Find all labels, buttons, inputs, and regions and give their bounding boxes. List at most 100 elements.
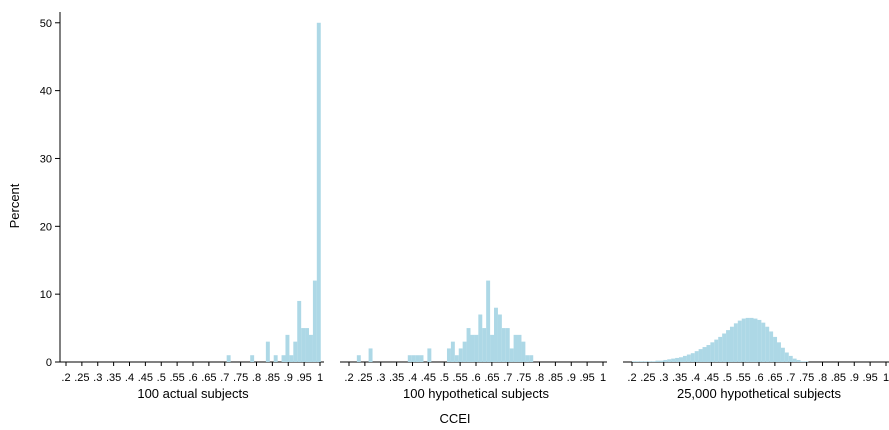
x-tick-label: .65: [201, 372, 216, 384]
histogram-bar: [777, 342, 781, 362]
histogram-bar: [273, 355, 278, 362]
x-tick-label: .35: [389, 372, 404, 384]
histogram-bar: [513, 334, 518, 362]
x-tick-label: .45: [421, 372, 436, 384]
histogram-bar: [308, 334, 313, 362]
x-tick-label: .65: [484, 372, 499, 384]
x-tick-label: .5: [723, 372, 732, 384]
histogram-bar: [635, 361, 640, 362]
x-tick-label: .4: [125, 372, 134, 384]
histogram-bar: [525, 355, 530, 362]
histogram-bar: [800, 361, 805, 362]
histogram-bar: [741, 318, 746, 362]
histogram-bar: [796, 359, 801, 362]
histogram-bar: [639, 361, 644, 362]
histogram-bar: [368, 348, 373, 362]
histogram-bar: [458, 348, 463, 362]
x-tick-label: .8: [818, 372, 827, 384]
histogram-bar: [454, 355, 459, 362]
histogram-bar: [647, 361, 652, 362]
histogram-bar: [462, 341, 467, 362]
histogram-bar: [517, 334, 522, 362]
x-tick-label: .65: [767, 372, 782, 384]
histogram-bar: [753, 318, 758, 362]
histogram-bar: [305, 328, 310, 362]
histogram-bar: [490, 334, 495, 362]
histogram-bar: [316, 22, 321, 363]
x-tick-label: .35: [672, 372, 687, 384]
histogram-bar: [478, 314, 483, 362]
x-tick-label: .55: [452, 372, 467, 384]
histogram-bar: [521, 341, 526, 362]
histogram-bar: [486, 280, 491, 362]
histogram-bar: [446, 348, 451, 362]
histogram-bar: [415, 355, 420, 362]
x-tick-label: .85: [831, 372, 846, 384]
x-tick-label: .45: [138, 372, 153, 384]
histogram-bar: [737, 320, 742, 362]
histogram-bar: [289, 355, 294, 362]
histogram-bar: [285, 334, 290, 362]
x-tick-label: .55: [735, 372, 750, 384]
x-tick-label: .75: [233, 372, 248, 384]
histogram-bar: [632, 361, 636, 362]
histogram-bar: [427, 348, 432, 362]
x-tick-label: .4: [408, 372, 417, 384]
x-tick-label: .25: [640, 372, 655, 384]
x-tick-label: .2: [344, 372, 353, 384]
histogram-bar: [679, 357, 683, 362]
histogram-bar: [698, 349, 703, 362]
histogram-bar: [765, 326, 770, 362]
x-tick-label: .95: [862, 372, 877, 384]
histogram-bar: [761, 322, 766, 362]
histogram-bar: [671, 358, 676, 362]
histogram-bar: [411, 355, 416, 362]
histogram-bar: [792, 358, 797, 362]
histogram-bar: [301, 328, 306, 362]
histogram-bar: [729, 326, 734, 362]
x-tick-label: 1: [600, 372, 606, 384]
x-tick-label: .3: [659, 372, 668, 384]
y-tick-label: 0: [46, 357, 52, 369]
y-tick-label: 50: [40, 18, 52, 30]
x-tick-label: .3: [376, 372, 385, 384]
panel-label: 100 hypothetical subjects: [403, 386, 549, 401]
x-tick-label: .35: [106, 372, 121, 384]
x-tick-label: .9: [567, 372, 576, 384]
histogram-bar: [529, 355, 534, 362]
histogram-bar: [226, 355, 231, 362]
histogram-bar: [667, 359, 672, 362]
histogram-bar: [769, 331, 774, 362]
panel-3: .2 .25 .3 .35 .4 .45 .5.55 .6 .65 .7 .75 .8 .85 .9.95…: [623, 317, 889, 401]
x-tick-label: .7: [220, 372, 229, 384]
histogram-bar: [675, 357, 680, 362]
x-tick-label: .3: [93, 372, 102, 384]
histogram-bar: [745, 317, 750, 362]
x-tick-label: .25: [357, 372, 372, 384]
x-tick-label: .55: [169, 372, 184, 384]
x-tick-label: .95: [579, 372, 594, 384]
x-tick-label: .7: [786, 372, 795, 384]
histogram-bar: [718, 336, 723, 362]
x-tick-label: .6: [754, 372, 763, 384]
histogram-bar: [466, 328, 471, 362]
histogram-bar: [722, 333, 727, 362]
panel-label: 100 actual subjects: [137, 386, 249, 401]
x-tick-label: .75: [799, 372, 814, 384]
histogram-bar: [312, 280, 317, 362]
x-tick-label: .9: [284, 372, 293, 384]
y-tick-label: 40: [40, 86, 52, 98]
histogram-bar: [497, 314, 502, 362]
x-tick-label: .85: [265, 372, 280, 384]
histogram-bar: [655, 360, 660, 362]
x-tick-label: .6: [471, 372, 480, 384]
histogram-bar: [470, 334, 475, 362]
histogram-bar: [773, 336, 778, 362]
histogram-bar: [265, 341, 270, 362]
x-tick-label: .5: [157, 372, 166, 384]
histogram-bar: [682, 355, 687, 362]
histogram-bar: [706, 345, 711, 362]
x-tick-label: .95: [296, 372, 311, 384]
x-tick-label: .9: [850, 372, 859, 384]
